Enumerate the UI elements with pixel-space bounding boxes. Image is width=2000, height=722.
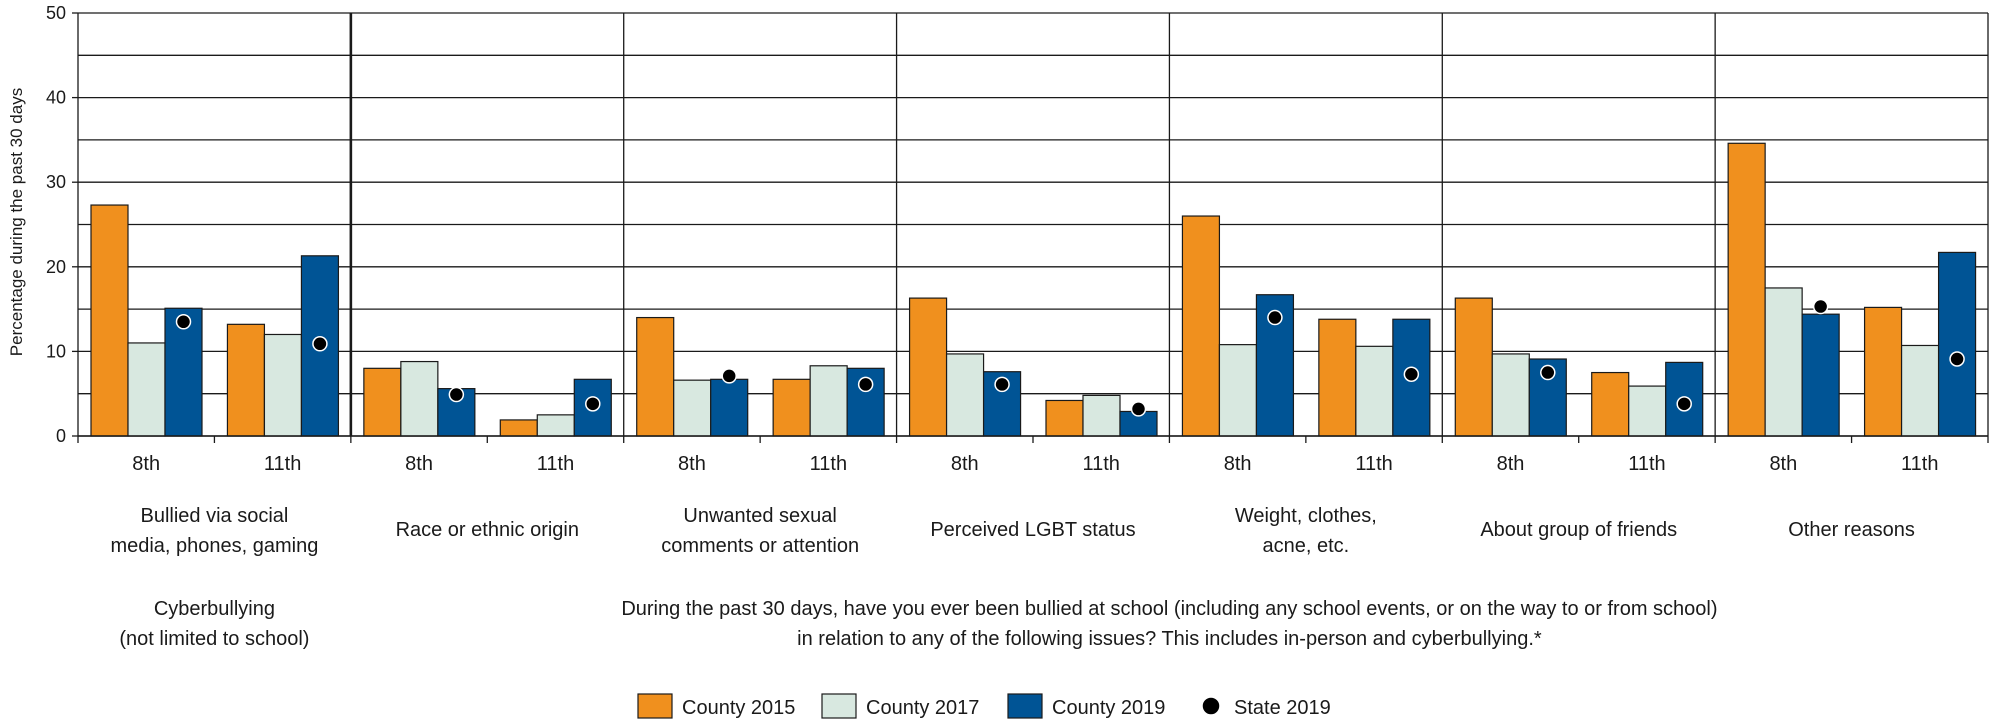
grade-label: 11th [1082, 453, 1119, 475]
bar-county-2015 [90, 204, 129, 437]
state-2019-marker [1403, 366, 1420, 382]
group-label: comments or attention [661, 535, 859, 557]
bar-county-2017 [673, 379, 712, 437]
bar-county-2017 [1900, 344, 1940, 437]
state-2019-marker [585, 396, 601, 412]
bar-county-2015 [1318, 318, 1357, 437]
bar-county-2019 [710, 378, 749, 437]
bar-county-2017 [1218, 344, 1258, 437]
group-label: Race or ethnic origin [396, 519, 579, 541]
section-label-cyberbullying: Cyberbullying [154, 598, 275, 620]
bar-county-2015 [226, 323, 266, 437]
grade-label: 11th [1355, 453, 1392, 475]
bar-county-2017 [945, 353, 985, 437]
group-label: Perceived LGBT status [930, 519, 1135, 541]
state-2019-marker [1676, 396, 1692, 412]
grade-label: 8th [405, 453, 433, 475]
y-tick-label: 20 [46, 257, 66, 277]
y-tick-label: 10 [46, 341, 66, 361]
bar-county-2015 [636, 316, 675, 437]
state-2019-marker [1130, 401, 1147, 417]
section-label-school: in relation to any of the following issu… [797, 628, 1542, 650]
legend: County 2015 County 2017 County 2019 State 2… [637, 693, 1331, 719]
state-2019-marker [1267, 309, 1283, 326]
bar-county-2015 [1863, 306, 1903, 437]
state-2019-marker [448, 386, 465, 403]
legend-label: County 2017 [866, 697, 979, 719]
state-2019-marker [175, 314, 192, 330]
legend-swatch-county-2015 [637, 693, 673, 719]
legend-swatch-county-2019 [1007, 693, 1043, 719]
group-label: Weight, clothes, [1235, 505, 1377, 527]
x-category-labels: 8th 11th 8th 11th 8th 11th 8th 11th 8th 11th 8th 11… [110, 453, 1938, 557]
bar-county-2017 [809, 365, 848, 437]
bar-county-2017 [1355, 345, 1394, 437]
section-label-cyberbullying: (not limited to school) [119, 628, 309, 650]
state-2019-marker [312, 336, 328, 352]
bar-county-2019 [1937, 251, 1977, 437]
bar-county-2017 [263, 333, 303, 437]
group-label: Unwanted sexual [683, 505, 836, 527]
section-label-school: During the past 30 days, have you ever b… [621, 598, 1717, 620]
grade-label: 8th [951, 453, 979, 475]
y-tick-label: 0 [56, 426, 66, 446]
bar-county-2017 [127, 342, 166, 437]
y-tick-label: 40 [46, 88, 66, 108]
bar-county-2017 [1082, 394, 1121, 437]
state-2019-marker [721, 368, 737, 384]
axes [72, 12, 1989, 443]
state-2019-marker [1540, 364, 1556, 381]
group-label: acne, etc. [1262, 535, 1349, 557]
bar-county-2015 [908, 297, 948, 437]
bar-county-2017 [536, 414, 575, 437]
grade-label: 8th [1224, 453, 1252, 475]
section-labels: Cyberbullying (not limited to school) Duri… [119, 598, 1717, 650]
grade-label: 11th [264, 453, 301, 475]
grade-label: 8th [132, 453, 160, 475]
bar-county-2017 [1764, 287, 1803, 437]
bar-county-2015 [1591, 371, 1630, 437]
group-label: About group of friends [1480, 519, 1677, 541]
bar-county-2015 [772, 378, 811, 437]
gridlines [78, 12, 1989, 437]
bar-county-2017 [400, 360, 439, 437]
grade-label: 8th [678, 453, 706, 475]
state-2019-marker [1949, 351, 1965, 367]
bar-county-2019 [164, 307, 203, 437]
grade-label: 11th [1901, 453, 1938, 475]
grade-label: 11th [1628, 453, 1665, 475]
bar-county-2015 [363, 367, 402, 437]
legend-label: County 2015 [682, 697, 795, 719]
bar-county-2017 [1628, 385, 1667, 437]
y-axis-label: Percentage during the past 30 days [7, 88, 26, 356]
legend-swatch-state-2019 [1201, 696, 1221, 716]
bar-county-2015 [499, 419, 538, 437]
group-label: media, phones, gaming [110, 535, 318, 557]
bar-county-2015 [1727, 142, 1766, 437]
state-2019-marker [994, 376, 1010, 393]
legend-label: County 2019 [1052, 697, 1165, 719]
legend-swatch-county-2017 [821, 693, 857, 719]
state-2019-marker [857, 376, 874, 393]
y-tick-labels: 0 10 20 30 40 50 [46, 3, 66, 446]
state-2019-marker [1812, 298, 1829, 315]
bar-county-2017 [1491, 353, 1530, 437]
bar-county-2015 [1181, 215, 1221, 437]
grade-label: 11th [810, 453, 847, 475]
group-label: Other reasons [1788, 519, 1915, 541]
bar-county-2015 [1454, 297, 1493, 437]
state-markers [175, 298, 1965, 417]
bars [90, 142, 1977, 437]
bar-county-2019 [1801, 313, 1840, 437]
grade-label: 8th [1769, 453, 1797, 475]
group-label: Bullied via social [140, 505, 288, 527]
y-tick-label: 50 [46, 3, 66, 23]
legend-label: State 2019 [1234, 697, 1331, 719]
y-tick-label: 30 [46, 172, 66, 192]
bar-county-2015 [1045, 399, 1084, 437]
grade-label: 11th [537, 453, 574, 475]
grade-label: 8th [1497, 453, 1525, 475]
